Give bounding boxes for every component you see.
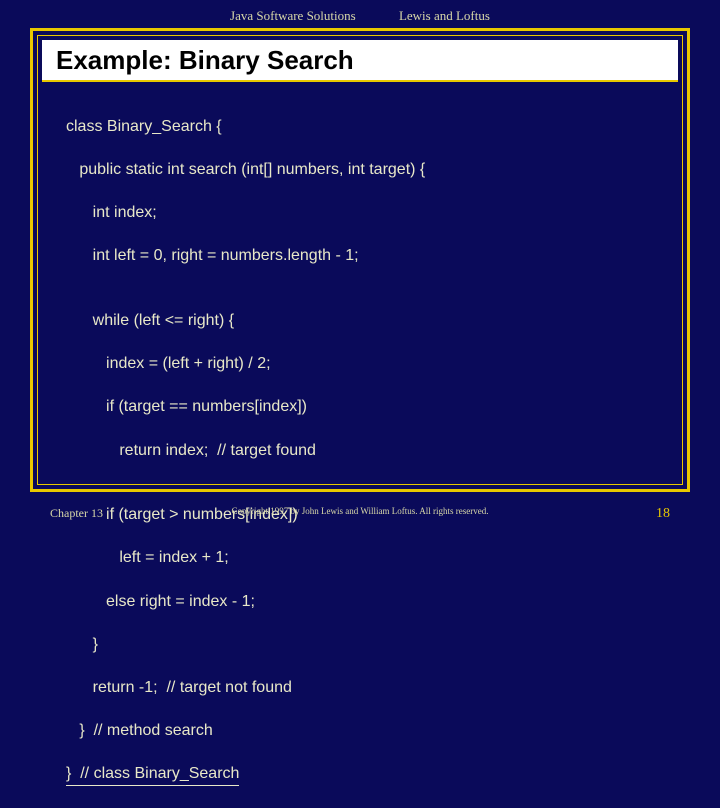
code-line: left = index + 1; [66,547,662,569]
code-line: } [66,634,662,656]
code-line: return -1; // target not found [66,677,662,699]
header: Java Software Solutions Lewis and Loftus [0,0,720,28]
code-line: index = (left + right) / 2; [66,353,662,375]
code-line: else right = index - 1; [66,591,662,613]
outer-border: Example: Binary Search class Binary_Sear… [30,28,690,492]
footer-chapter: Chapter 13 [50,506,103,521]
footer-copyright: Copyright 1997 by John Lewis and William… [232,506,489,516]
code-line: return index; // target found [66,440,662,462]
code-block: class Binary_Search { public static int … [66,94,662,808]
code-line: } // class Binary_Search [66,763,239,786]
code-line: int left = 0, right = numbers.length - 1… [66,245,662,267]
code-line: public static int search (int[] numbers,… [66,159,662,181]
inner-border: Example: Binary Search class Binary_Sear… [37,35,683,485]
code-line: int index; [66,202,662,224]
footer-page-number: 18 [656,506,670,522]
slide: Java Software Solutions Lewis and Loftus… [0,0,720,540]
code-line: } // method search [66,720,662,742]
code-line: if (target == numbers[index]) [66,396,662,418]
header-book-title: Java Software Solutions [230,8,356,24]
title-box: Example: Binary Search [42,40,678,82]
code-line: while (left <= right) { [66,310,662,332]
code-line: class Binary_Search { [66,116,662,138]
footer: Chapter 13 Copyright 1997 by John Lewis … [0,506,720,526]
slide-title: Example: Binary Search [56,45,354,76]
header-authors: Lewis and Loftus [399,8,490,24]
